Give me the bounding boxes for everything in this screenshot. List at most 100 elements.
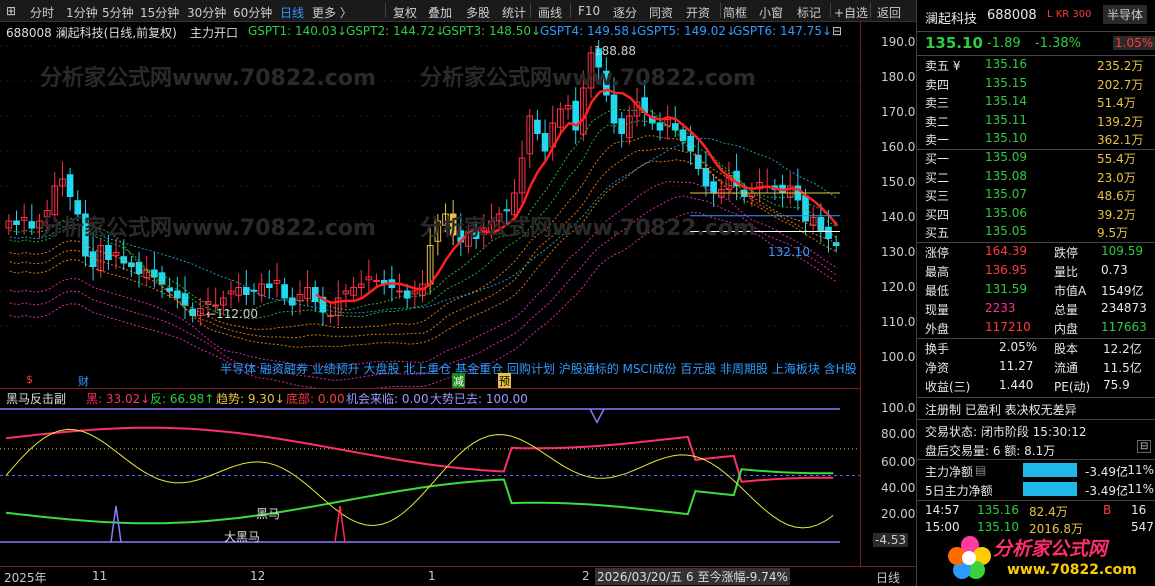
candlestick-chart: [0, 40, 860, 388]
fundamental-value: 1.440: [999, 378, 1034, 392]
toolbar-item-11[interactable]: 统计: [502, 6, 527, 20]
flower-logo-icon: [948, 536, 991, 579]
fundamental-value: 75.9: [1103, 378, 1130, 392]
candle-body: [671, 123, 679, 131]
toolbar-item-13[interactable]: F10: [578, 4, 601, 18]
stat-value: 131.59: [985, 282, 1027, 296]
toolbar-item-1[interactable]: 1分钟: [66, 6, 98, 20]
stat-label: 内盘: [1054, 322, 1079, 336]
bid-level-volume: 55.4万: [1097, 152, 1136, 166]
period-label[interactable]: 日线: [876, 571, 901, 585]
indicator-title[interactable]: 黑马反击副: [6, 392, 67, 406]
candle-body: [151, 269, 158, 278]
candle-body: [350, 287, 357, 296]
toolbar-item-5[interactable]: 60分钟: [233, 6, 273, 20]
stat-value: 117210: [985, 320, 1031, 334]
gspt2-value: GSPT2: 144.72↓: [346, 24, 446, 38]
indicator-chart[interactable]: [0, 406, 860, 566]
toolbar-item-19[interactable]: 标记: [797, 6, 822, 20]
big-black-horse-label: 大黑马: [224, 530, 261, 544]
toolbar-item-9[interactable]: 叠加: [428, 6, 453, 20]
toolbar-item-10[interactable]: 多股: [466, 6, 491, 20]
menu-icon[interactable]: ⊞: [6, 4, 17, 18]
fan-line: [5, 468, 834, 525]
candle-body: [281, 284, 288, 299]
candle-body: [128, 262, 135, 267]
site-logo: 分析家公式网 www.70822.com: [947, 530, 1152, 584]
candle-body: [664, 119, 671, 127]
toolbar-item-18[interactable]: 小窗: [759, 6, 784, 20]
candle-body: [288, 297, 296, 306]
toolbar-item-6[interactable]: 日线: [280, 6, 305, 20]
candle-body: [373, 280, 380, 282]
candle-body: [28, 221, 36, 229]
gspt6-value: GSPT6: 147.75↓: [733, 24, 833, 38]
price-axis-label: 140.0: [881, 210, 916, 224]
toolbar-item-17[interactable]: 简框: [723, 6, 748, 20]
ask-level-volume: 202.7万: [1097, 77, 1144, 92]
axis-month-2: 2: [582, 569, 590, 583]
toolbar-item-12[interactable]: 画线: [538, 6, 563, 20]
fundamental-value: 12.2亿: [1103, 342, 1142, 356]
toolbar-item-2[interactable]: 5分钟: [102, 6, 134, 20]
bid-level-volume: 48.6万: [1097, 189, 1136, 203]
candle-body: [166, 287, 174, 292]
toolbar-item-7[interactable]: 更多 〉: [312, 6, 352, 20]
tick-volume: 2016.8万: [1029, 522, 1083, 536]
candle-body: [656, 122, 664, 131]
candle-body: [403, 290, 411, 299]
hei-line: [5, 426, 834, 483]
tick-flag: B: [1103, 503, 1112, 517]
sector-badge[interactable]: 半导体: [1103, 5, 1148, 24]
candle-body: [105, 245, 112, 260]
bid-level-price: 135.09: [985, 150, 1027, 164]
candle-body: [242, 287, 250, 295]
toolbar-item-20[interactable]: +自选: [834, 6, 869, 20]
concept-tags[interactable]: 半导体 融资融券 业绩预升 大盘股 北上重仓 基金重仓 回购计划 沪股通标的 M…: [220, 362, 857, 376]
stat-label: 跌停: [1054, 246, 1079, 260]
toolbar-item-0[interactable]: 分时: [30, 6, 55, 20]
toolbar-item-16[interactable]: 开资: [686, 6, 711, 20]
price-axis-label: 170.0: [881, 105, 916, 119]
indicator-name[interactable]: 主力开口: [190, 26, 239, 40]
axis-month-11: 11: [92, 569, 108, 583]
collapse-icon[interactable]: ⊟: [832, 24, 843, 38]
bid-level-price: 135.06: [985, 205, 1027, 220]
ask-level-label: 卖一: [925, 133, 950, 147]
ind-axis-label: 40.00: [881, 481, 916, 495]
stat-label: 现量: [925, 303, 950, 317]
tick-price: 135.10: [977, 520, 1019, 534]
collapse-icon[interactable]: ⊟: [1137, 440, 1152, 453]
price-chart[interactable]: 分析家公式网www.70822.com 分析家公式网www.70822.com …: [0, 40, 860, 389]
toolbar-item-4[interactable]: 30分钟: [187, 6, 227, 20]
candle-body: [786, 185, 794, 198]
candle-body: [587, 52, 595, 89]
watermark: 分析家公式网www.70822.com: [420, 66, 756, 91]
watermark: 分析家公式网www.70822.com: [40, 66, 376, 91]
stat-value: 117663: [1101, 320, 1147, 334]
candle-body: [411, 290, 419, 295]
toolbar-item-15[interactable]: 同资: [649, 6, 674, 20]
candle-body: [694, 154, 702, 169]
toolbar-item-14[interactable]: 逐分: [613, 6, 638, 20]
candle-body: [82, 213, 89, 257]
toolbar-item-8[interactable]: 复权: [393, 6, 418, 20]
ma-band-line: [9, 147, 838, 339]
stat-value: 164.39: [985, 244, 1027, 258]
candle-body: [74, 200, 82, 215]
main-flow-pct: -11%: [1123, 463, 1155, 477]
candle-body: [327, 315, 334, 317]
toolbar-item-3[interactable]: 15分钟: [140, 6, 180, 20]
candle-body: [541, 133, 549, 152]
stat-value: 136.95: [985, 263, 1027, 277]
watermark: 分析家公式网www.70822.com: [40, 216, 376, 241]
candle-body: [572, 100, 580, 131]
list-icon[interactable]: ▤: [975, 463, 987, 477]
fundamental-label: PE(动): [1054, 380, 1091, 394]
stock-name: 澜起科技: [925, 12, 978, 27]
candle-body: [832, 242, 840, 246]
toolbar-item-21[interactable]: 返回: [877, 6, 902, 20]
ask-level-label: 卖五 ¥: [925, 59, 961, 73]
ask-level-label: 卖二: [925, 114, 950, 129]
ind-axis-label: 60.00: [881, 455, 916, 469]
